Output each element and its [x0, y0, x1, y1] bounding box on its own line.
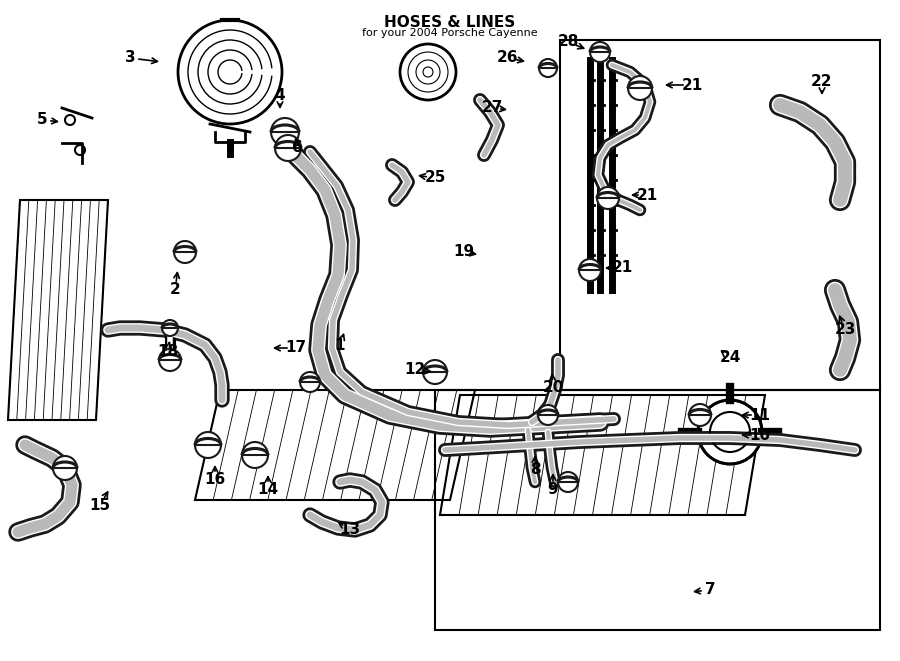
- Text: 4: 4: [274, 87, 285, 102]
- Circle shape: [597, 187, 619, 209]
- Circle shape: [174, 241, 196, 263]
- Circle shape: [590, 42, 610, 62]
- Text: 22: 22: [811, 75, 832, 89]
- Circle shape: [300, 372, 320, 392]
- Text: 12: 12: [404, 362, 426, 377]
- Text: 9: 9: [548, 483, 558, 498]
- Circle shape: [195, 432, 221, 458]
- Text: 24: 24: [719, 350, 741, 366]
- Circle shape: [178, 20, 282, 124]
- Text: HOSES & LINES: HOSES & LINES: [384, 15, 516, 30]
- Text: 6: 6: [292, 141, 302, 155]
- Text: 1: 1: [335, 338, 346, 352]
- Circle shape: [275, 135, 301, 161]
- Text: 14: 14: [257, 483, 279, 498]
- Text: 23: 23: [834, 323, 856, 338]
- Circle shape: [628, 76, 652, 100]
- Text: 2: 2: [169, 282, 180, 297]
- Circle shape: [400, 44, 456, 100]
- Circle shape: [242, 442, 268, 468]
- Text: 18: 18: [158, 344, 178, 360]
- Text: 7: 7: [705, 582, 716, 598]
- Text: 26: 26: [497, 50, 518, 65]
- Text: for your 2004 Porsche Cayenne: for your 2004 Porsche Cayenne: [362, 28, 538, 38]
- Text: 13: 13: [339, 522, 361, 537]
- Circle shape: [271, 118, 299, 146]
- Circle shape: [162, 320, 178, 336]
- Text: 11: 11: [750, 407, 770, 422]
- Circle shape: [159, 349, 181, 371]
- Text: 27: 27: [482, 100, 503, 116]
- Circle shape: [538, 405, 558, 425]
- Bar: [435, 390, 880, 630]
- Text: 19: 19: [454, 245, 474, 260]
- Text: 21: 21: [611, 260, 633, 276]
- Text: 3: 3: [125, 50, 135, 65]
- Circle shape: [53, 456, 77, 480]
- Circle shape: [423, 360, 447, 384]
- Circle shape: [579, 259, 601, 281]
- Text: 15: 15: [89, 498, 111, 512]
- Bar: [560, 40, 880, 390]
- Text: 16: 16: [204, 473, 226, 488]
- Circle shape: [689, 404, 711, 426]
- Circle shape: [698, 400, 762, 464]
- Text: 21: 21: [636, 188, 658, 202]
- Circle shape: [539, 59, 557, 77]
- Text: 10: 10: [750, 428, 770, 442]
- Text: 20: 20: [543, 381, 563, 395]
- Circle shape: [558, 472, 578, 492]
- Text: 28: 28: [557, 34, 579, 50]
- Text: 17: 17: [285, 340, 307, 356]
- Text: 5: 5: [37, 112, 48, 128]
- Text: 8: 8: [530, 463, 540, 477]
- Text: 21: 21: [681, 77, 703, 93]
- Text: 25: 25: [424, 171, 446, 186]
